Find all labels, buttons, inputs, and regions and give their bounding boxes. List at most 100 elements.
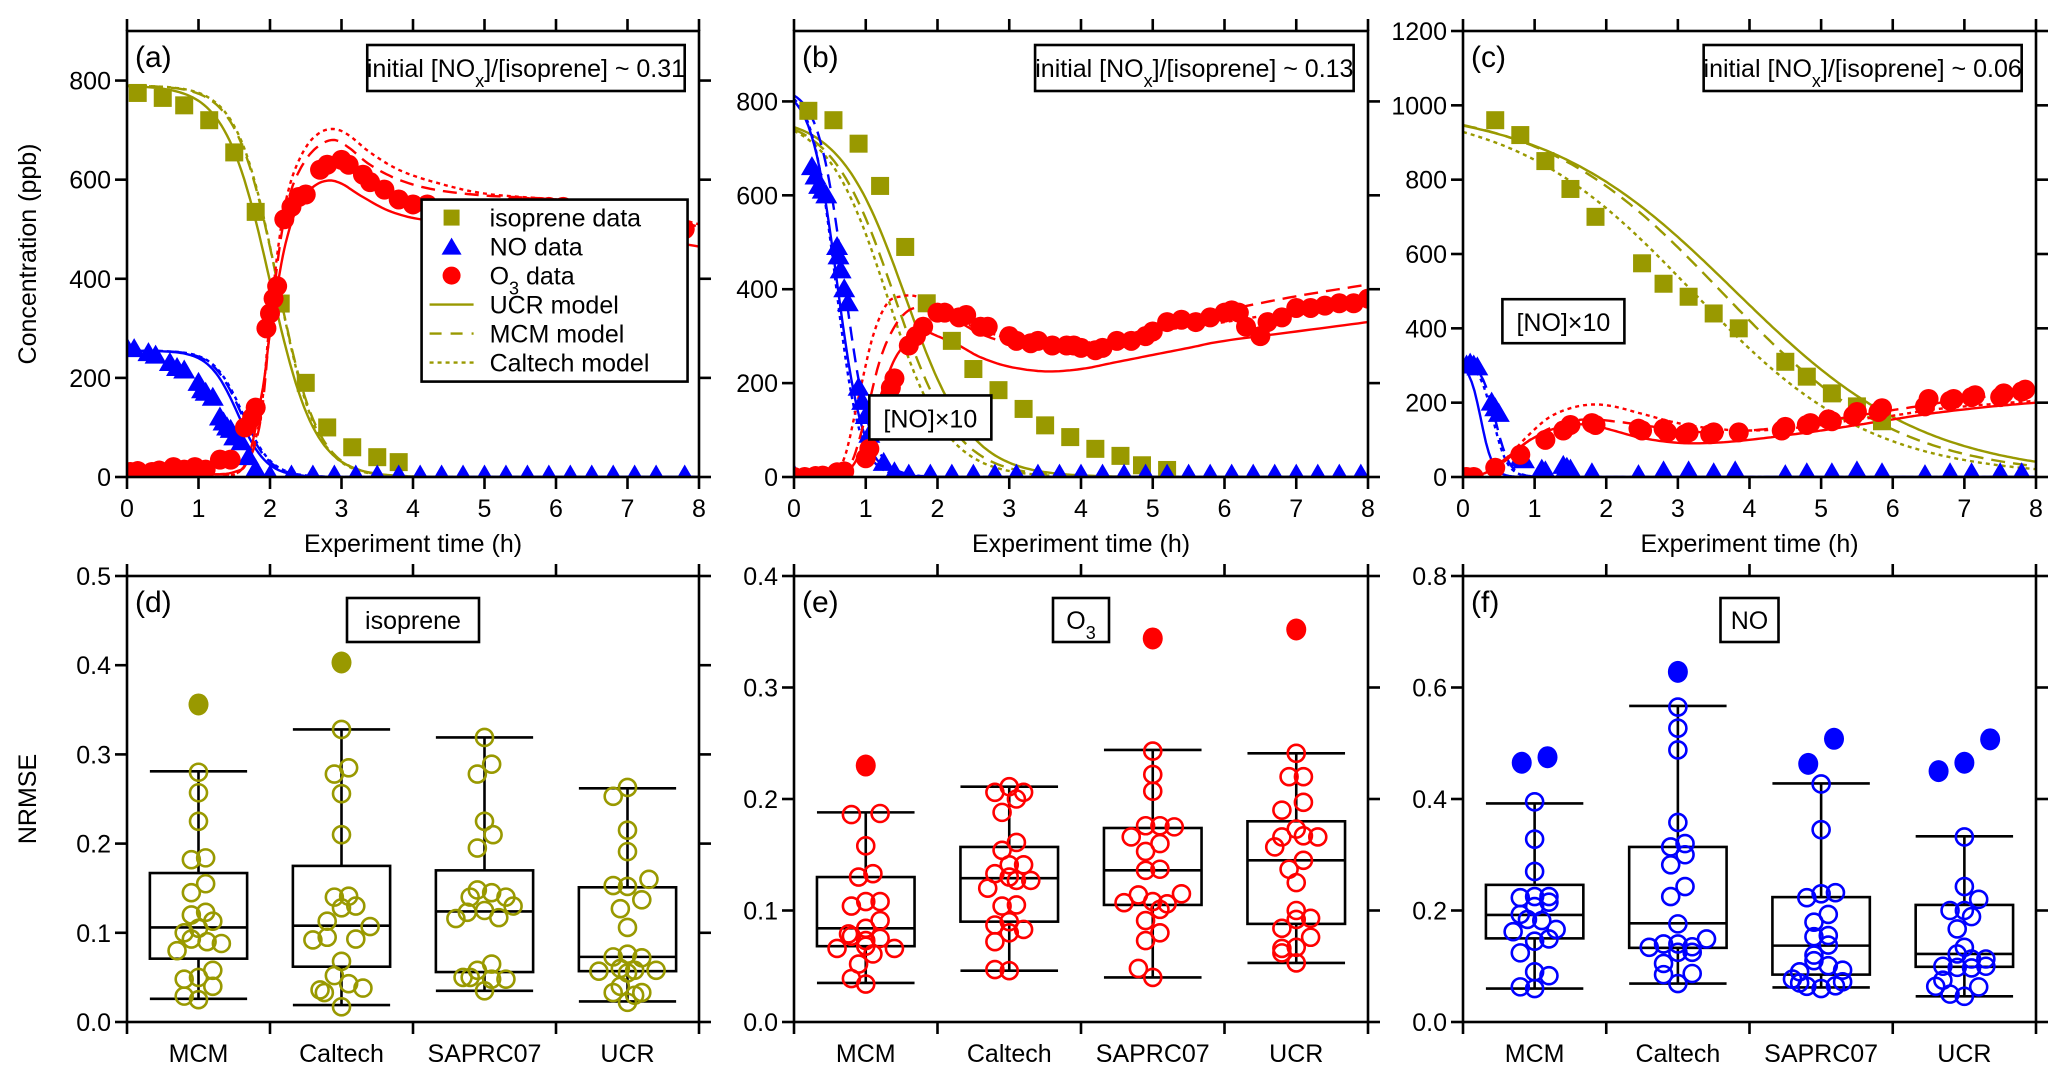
- data-point: [1524, 791, 1545, 812]
- data-point: [467, 838, 488, 858]
- no-data-point: [1847, 460, 1867, 477]
- data-point: [1653, 934, 1674, 954]
- o3-data-point: [1560, 414, 1581, 435]
- no-data-point: [1679, 460, 1699, 477]
- isoprene-data-point: [1729, 319, 1748, 338]
- data-point: [863, 863, 883, 884]
- no-data-point: [434, 464, 449, 477]
- data-point: [1675, 844, 1695, 865]
- no-data-point: [833, 278, 856, 298]
- data-point: [1811, 883, 1831, 904]
- no-data-point: [584, 464, 599, 477]
- x-tick-label: 4: [406, 495, 420, 523]
- no-data-point: [1535, 460, 1555, 477]
- no-data-point: [987, 463, 1003, 477]
- data-point: [1524, 829, 1545, 849]
- isoprene-data-point: [799, 101, 818, 120]
- no-data-point: [305, 464, 321, 477]
- legend-label: isoprene data: [490, 205, 642, 233]
- no-data-point: [201, 386, 224, 406]
- o3-data-point: [1329, 293, 1350, 314]
- no-data-point: [1094, 463, 1111, 477]
- legend-item: NO data: [441, 234, 583, 262]
- y-tick-label: 0.0: [76, 1009, 111, 1037]
- o3-data-point: [1236, 316, 1257, 337]
- outlier-point: [1954, 751, 1975, 774]
- x-category-label: Caltech: [299, 1040, 384, 1068]
- square-marker-icon: [443, 209, 460, 226]
- y-tick-label: 0.5: [76, 563, 111, 591]
- model-line-no-ucr-model: [127, 349, 699, 477]
- isoprene-data-point: [1086, 439, 1105, 458]
- o3-data-point: [1872, 398, 1893, 419]
- o3-data-point: [1846, 401, 1867, 422]
- no-data-point: [144, 344, 167, 364]
- y-tick-label: 0.1: [743, 898, 778, 926]
- o3-data-point: [1463, 467, 1484, 477]
- data-point: [1013, 854, 1034, 875]
- no-scaling-note-box: [1501, 297, 1626, 345]
- data-point: [999, 960, 1020, 981]
- no-data-point: [245, 458, 267, 477]
- no-data-point: [872, 451, 895, 471]
- ratio-annotation-text: initial [NOx]/[isoprene] ~ 0.06: [1704, 55, 2022, 91]
- no-data-point: [520, 464, 535, 477]
- isoprene-data-point: [128, 83, 147, 102]
- data-point: [1020, 870, 1041, 891]
- panel-e: 0.0 0.1 0.2 0.3 0.4 MCM Caltech SAPRC07 UCR (e) O3: [743, 563, 1380, 1068]
- data-point: [1933, 956, 1953, 977]
- panel-label: (b): [802, 41, 839, 74]
- outlier-point: [331, 651, 352, 674]
- data-point: [1660, 886, 1681, 907]
- data-point: [1135, 910, 1156, 931]
- no-data-point: [1777, 464, 1793, 477]
- no-data-point: [1583, 462, 1601, 477]
- x-tick-label: 3: [335, 495, 349, 523]
- o3-data-point: [338, 154, 359, 175]
- y-tick-label: 1200: [1391, 18, 1447, 46]
- data-point: [1286, 872, 1307, 893]
- data-point: [488, 907, 509, 928]
- x-tick-label: 5: [1146, 495, 1160, 523]
- y-tick-label: 0.3: [76, 741, 111, 769]
- no-data-point: [1559, 458, 1582, 477]
- y-tick-label: 0: [764, 464, 778, 492]
- iqr-box: [291, 864, 392, 968]
- x-category-label: SAPRC07: [1096, 1040, 1210, 1068]
- data-point: [1510, 943, 1531, 963]
- data-point: [999, 854, 1020, 875]
- data-point: [453, 967, 473, 988]
- no-data-point: [965, 463, 982, 477]
- x-tick-label: 0: [787, 495, 801, 523]
- data-point: [188, 762, 209, 783]
- panel-d: 0.0 0.1 0.2 0.3 0.4 0.5 MCM Caltech SAPRC07 UCR NR…: [14, 563, 711, 1068]
- data-point: [203, 976, 223, 997]
- panel-c: 0 200 400 600 800 1000 1200 0 1 2 3 4 5 6 7 8 Experiment…: [1391, 18, 2048, 558]
- data-point: [1940, 984, 1960, 1004]
- species-label-text: NO: [1731, 607, 1769, 635]
- no-data-point: [173, 359, 196, 379]
- data-point: [1961, 906, 1982, 927]
- x-category-label: MCM: [1505, 1040, 1565, 1068]
- box-saprc07: [1771, 727, 1872, 999]
- data-point: [1503, 921, 1523, 942]
- legend-item: O3 data: [442, 263, 575, 299]
- outlier-point: [1824, 727, 1845, 750]
- model-line-isoprene-mcm-model: [1463, 123, 2036, 468]
- outlier-point: [1286, 618, 1307, 641]
- o3-data-point: [1943, 388, 1964, 409]
- data-point: [1954, 827, 1975, 847]
- data-point: [985, 931, 1005, 952]
- x-tick-label: 5: [1814, 495, 1828, 523]
- data-point: [617, 876, 638, 897]
- o3-data-point: [267, 276, 288, 297]
- y-tick-label: 800: [69, 68, 111, 96]
- isoprene-data-point: [318, 418, 337, 437]
- data-point: [603, 786, 624, 807]
- data-point: [1272, 943, 1292, 963]
- data-point: [317, 911, 338, 932]
- data-point: [863, 944, 883, 964]
- y-tick-label: 200: [1405, 390, 1447, 418]
- ratio-annotation-text: initial [NOx]/[isoprene] ~ 0.31: [367, 55, 685, 91]
- isoprene-data-point: [1036, 416, 1055, 435]
